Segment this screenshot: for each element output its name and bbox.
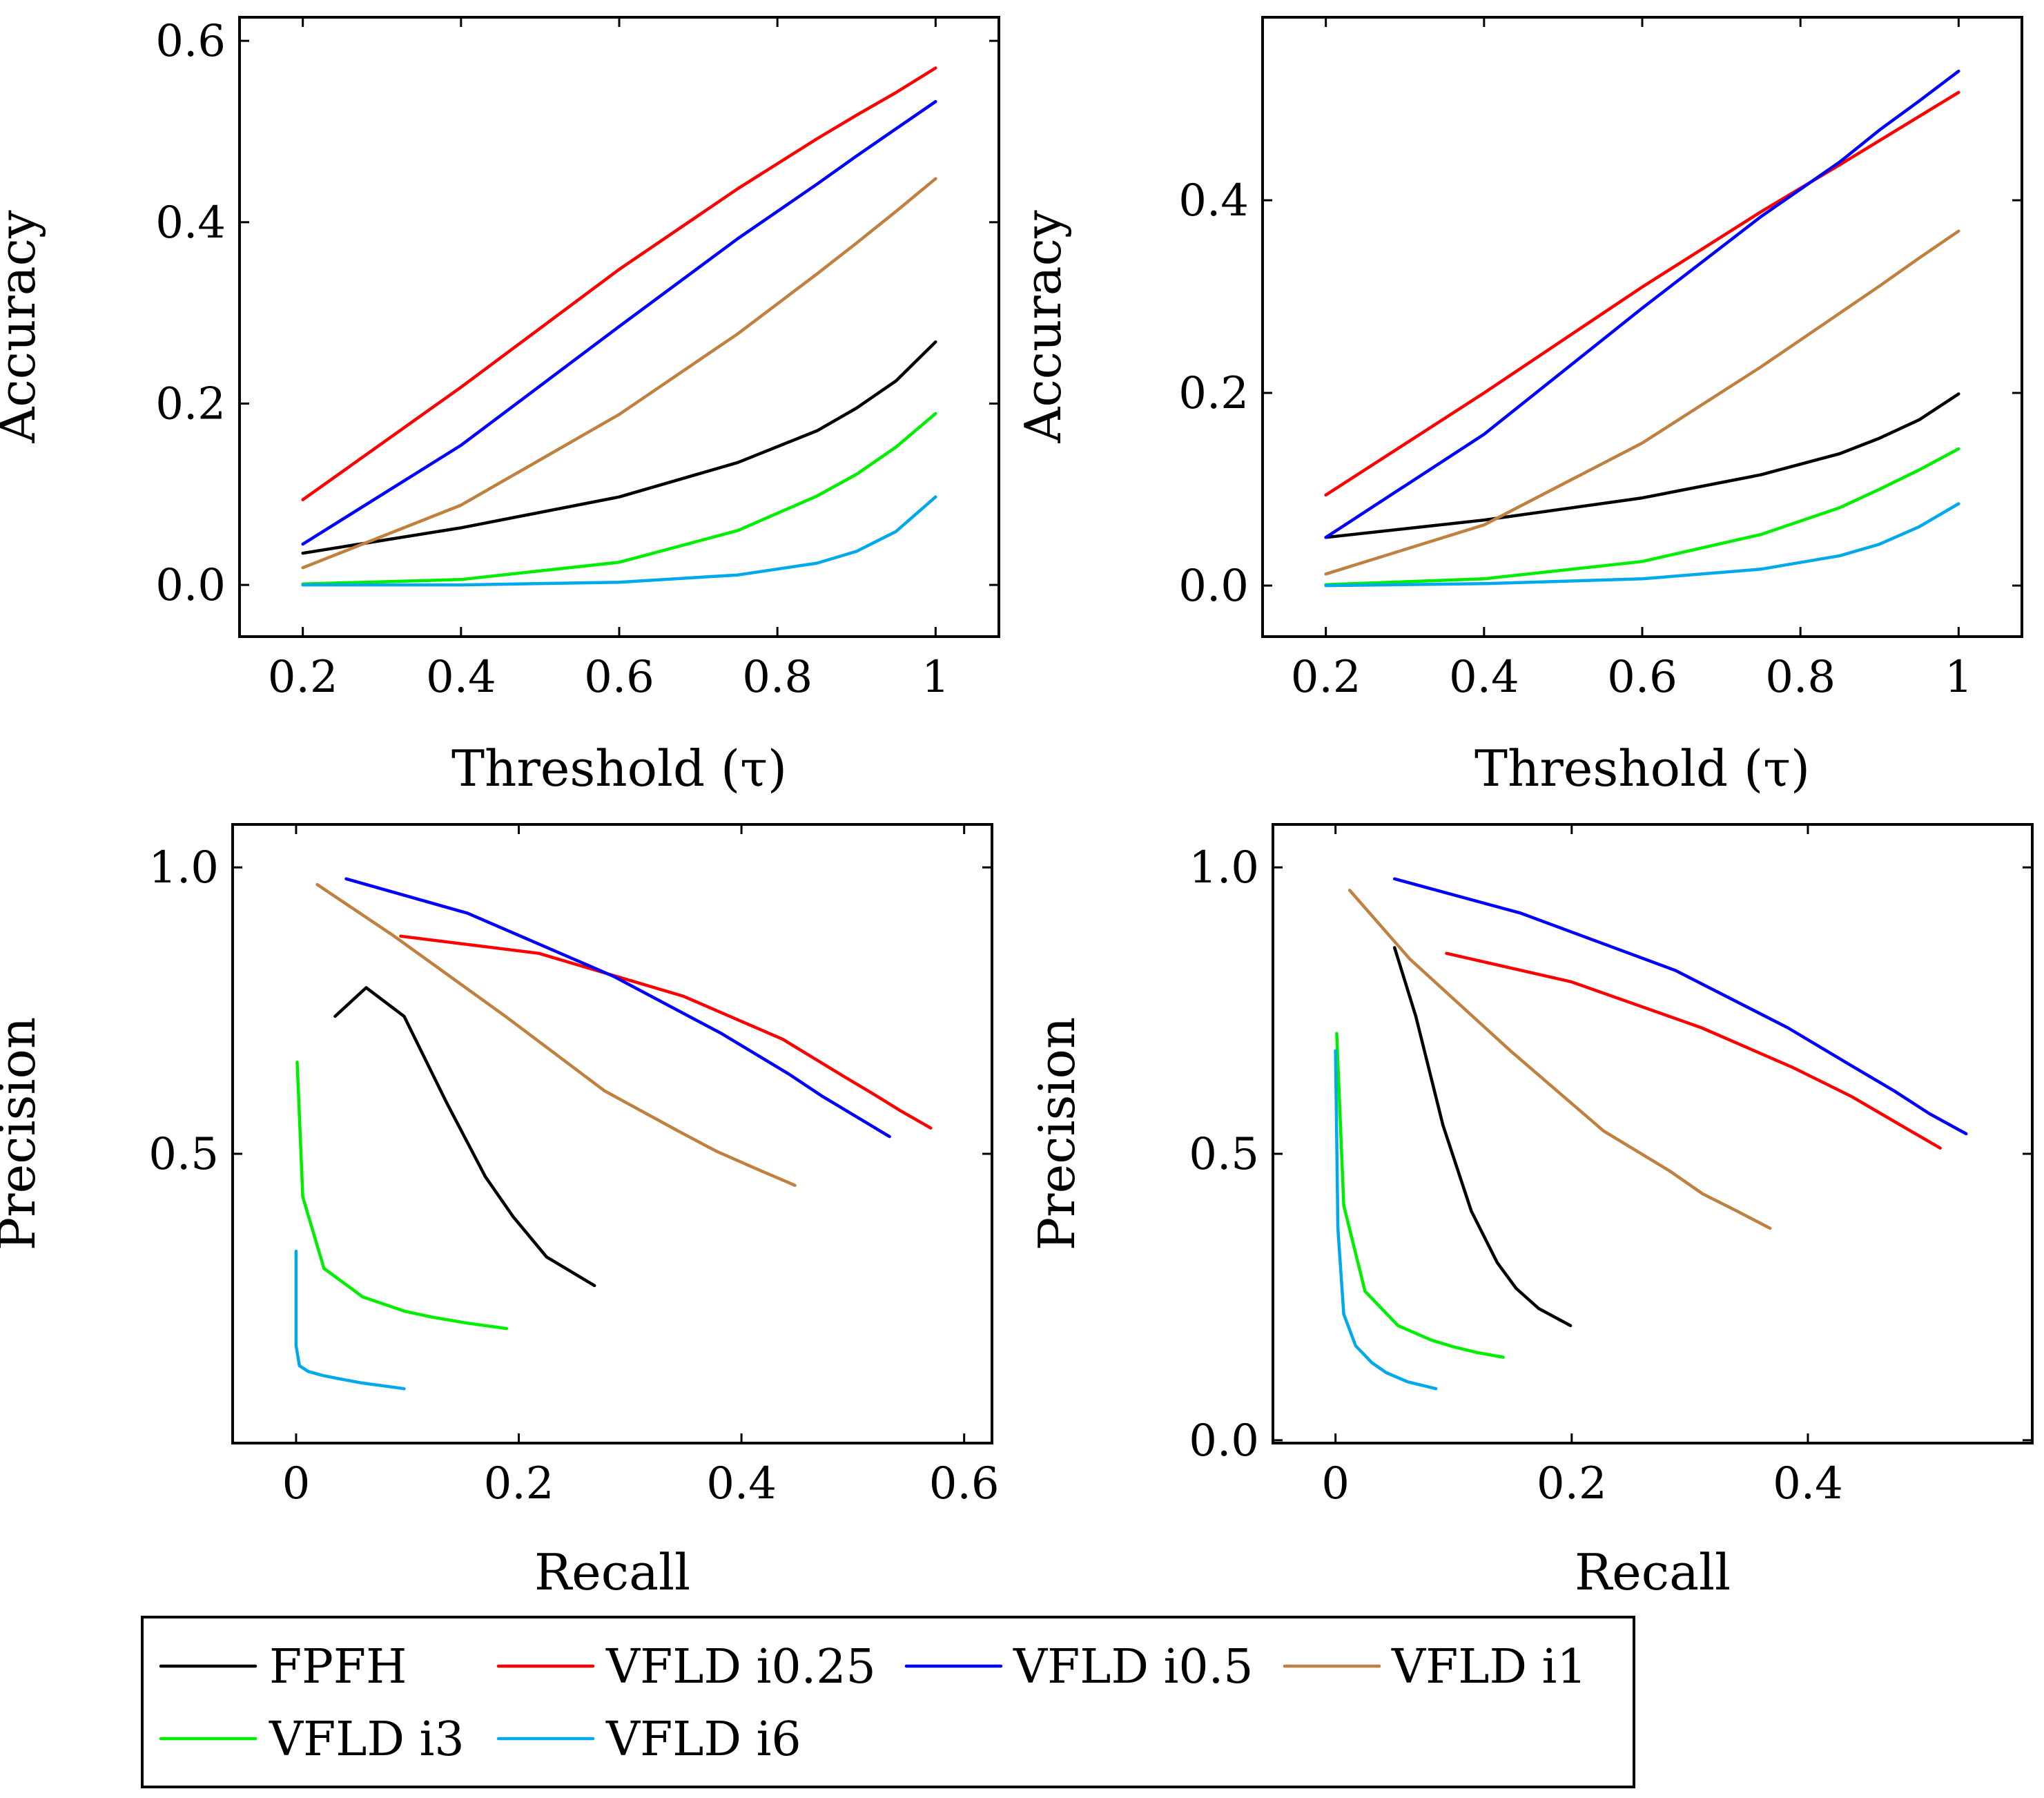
series-line-vfld-i1 [1347,889,1772,1230]
x-tick-label: 0.4 [1449,652,1519,703]
x-tick-label: 0.8 [1765,652,1836,703]
x-tick-label: 0.2 [1537,1458,1607,1509]
x-tick-label: 0.4 [1773,1458,1843,1509]
x-tick-label: 0.4 [426,652,496,703]
series-line-fpfh [1324,392,1960,539]
y-tick-label: 0.5 [148,1129,219,1180]
series-line-vfld-i0-25 [301,66,937,501]
x-axis-label: Threshold (τ) [1474,740,1810,798]
legend-label: FPFH [269,1640,407,1694]
series-line-vfld-i0-5 [1324,69,1960,539]
plot-frame [1272,823,2034,1444]
legend-entry-fpfh: FPFH [159,1640,407,1694]
x-tick-label: 0.4 [706,1458,777,1509]
series-line-vfld-i0-25 [1445,951,1942,1150]
series-line-vfld-i6 [1324,502,1960,588]
x-tick-label: 0 [1321,1458,1350,1509]
series-line-fpfh [1392,946,1573,1328]
x-axis-label: Recall [1575,1543,1731,1601]
y-axis-label: Accuracy [1014,210,1072,444]
x-tick-label: 1 [922,652,950,703]
x-tick-label: 1 [1945,652,1973,703]
legend-entry-vfld-i1: VFLD i1 [1283,1640,1587,1694]
chart-top-left-accuracy: Threshold (τ) Accuracy 0.2 0.4 0.6 0.8 1 0.0 0… [0,16,1000,798]
series-line-vfld-i0-5 [344,877,891,1139]
series-line-vfld-i1 [1324,229,1960,576]
series-line-vfld-i0-25 [399,934,933,1130]
y-tick-label: 1.0 [1189,842,1259,893]
chart-bottom-left-precision-recall: Recall Precision 0 0.2 0.4 0.6 0.5 1.0 [0,823,1000,1601]
legend-entry-vfld-i05: VFLD i0.5 [904,1640,1253,1694]
x-axis-label: Threshold (τ) [451,740,787,798]
y-tick-label: 0.2 [155,378,226,429]
series-line-fpfh [301,340,937,555]
chart-bottom-right-precision-recall: Recall Precision 0 0.2 0.4 0.0 0.5 1.0 [1028,823,2034,1601]
series-line-vfld-i6 [294,1249,406,1391]
legend-entry-vfld-i3: VFLD i3 [159,1712,465,1767]
x-tick-label: 0.2 [1291,652,1361,703]
y-tick-label: 0.4 [1178,175,1249,226]
y-tick-label: 0.2 [1178,368,1249,419]
x-tick-label: 0.2 [484,1458,554,1509]
series-line-vfld-i0-5 [1392,877,1968,1136]
legend-entry-vfld-i025: VFLD i0.25 [496,1640,876,1694]
plot-frame [238,16,1000,638]
series-line-vfld-i6 [301,495,937,587]
y-tick-label: 0.6 [155,16,226,67]
series-line-vfld-i0-25 [1324,90,1960,497]
legend-label: VFLD i1 [1391,1640,1587,1694]
legend-label: VFLD i3 [269,1712,465,1767]
y-axis-label: Accuracy [0,210,46,444]
x-tick-label: 0.8 [742,652,812,703]
x-tick-label: 0.6 [1607,652,1677,703]
series-line-vfld-i0-5 [301,99,937,546]
series-line-vfld-i1 [315,882,797,1187]
legend-label: VFLD i0.5 [1013,1640,1253,1694]
y-tick-label: 0.5 [1189,1129,1259,1180]
legend: FPFH VFLD i0.25 VFLD i0.5 VFLD i1 VFLD i… [141,1616,1635,1788]
y-tick-label: 0.0 [155,560,226,611]
series-line-vfld-i6 [1334,1049,1438,1391]
x-axis-label: Recall [534,1543,690,1601]
y-tick-label: 0.0 [1189,1415,1259,1467]
series-line-fpfh [333,986,596,1288]
plot-frame [231,823,993,1444]
series-line-vfld-i1 [301,177,937,570]
y-tick-label: 1.0 [148,842,219,893]
series-line-vfld-i3 [1335,1032,1505,1359]
y-tick-label: 0.0 [1178,561,1249,612]
y-axis-label: Precision [0,1017,46,1251]
x-tick-label: 0.6 [584,652,654,703]
x-tick-label: 0 [282,1458,311,1509]
series-line-vfld-i3 [1324,447,1960,586]
legend-box [141,1616,1635,1788]
legend-label: VFLD i6 [605,1712,801,1767]
y-tick-label: 0.4 [155,197,226,249]
legend-entry-vfld-i6: VFLD i6 [496,1712,801,1767]
x-tick-label: 0.2 [268,652,338,703]
chart-top-right-accuracy: Threshold (τ) Accuracy 0.2 0.4 0.6 0.8 1 0.0 0… [1014,16,2023,798]
x-tick-label: 0.6 [929,1458,1000,1509]
plot-frame [1261,16,2023,638]
series-line-vfld-i3 [295,1061,509,1331]
series-line-vfld-i3 [301,412,937,586]
legend-label: VFLD i0.25 [605,1640,876,1694]
y-axis-label: Precision [1028,1017,1086,1251]
